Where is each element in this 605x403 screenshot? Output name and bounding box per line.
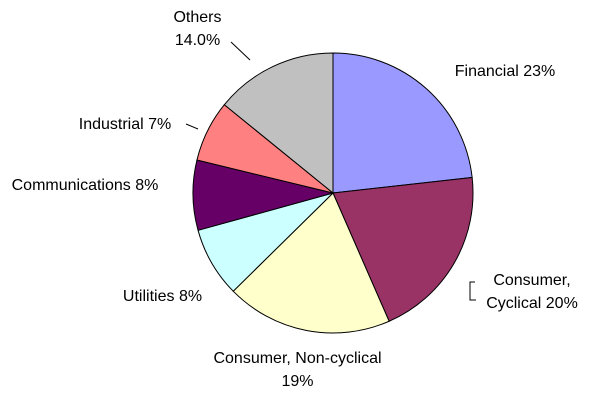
category-label: Industrial [78, 116, 144, 133]
slice-label-text: Others 14.0% [155, 6, 240, 52]
slice-label-text: Consumer, Cyclical 20% [476, 269, 588, 315]
slice-label: Consumer, Cyclical 20% [476, 269, 588, 315]
value-label: 19% [281, 373, 314, 390]
slice-label-text: Industrial 7% [55, 113, 195, 136]
value-label: 8% [135, 177, 159, 194]
category-label: Consumer, Cyclical [486, 272, 571, 312]
value-label: 14.0% [174, 32, 221, 49]
slice [232, 192, 390, 334]
value-label: 7% [148, 116, 172, 133]
labels: Financial 23%Consumer, Cyclical 20%Consu… [10, 6, 588, 393]
value-label: 23% [523, 63, 556, 80]
slice [223, 52, 334, 195]
slice-label: Consumer, Non-cyclical 19% [210, 347, 385, 393]
slice [332, 52, 473, 194]
slice-label-text: Financial 23% [430, 60, 580, 83]
category-label: Others [173, 9, 222, 26]
leader-line [185, 123, 199, 130]
slice-label-text: Communications 8% [10, 174, 160, 197]
pie [192, 52, 474, 334]
slice-label-text: Utilities 8% [100, 285, 225, 308]
leader-line [230, 41, 251, 61]
category-label: Consumer, Non-cyclical [213, 350, 382, 367]
slice-label: Financial 23% [430, 60, 580, 83]
value-label: 8% [178, 288, 203, 305]
slice-label-text: Consumer, Non-cyclical 19% [210, 347, 385, 393]
category-label: Financial [454, 63, 519, 80]
slice [332, 176, 474, 322]
slice-label: Others 14.0% [155, 6, 240, 52]
value-label: 20% [545, 295, 578, 312]
slice-label: Communications 8% [10, 174, 160, 197]
slice-label: Utilities 8% [100, 285, 225, 308]
leader-line [469, 281, 476, 301]
category-label: Communications [11, 177, 131, 194]
category-label: Utilities [122, 288, 175, 305]
slice-label: Industrial 7% [55, 113, 195, 136]
